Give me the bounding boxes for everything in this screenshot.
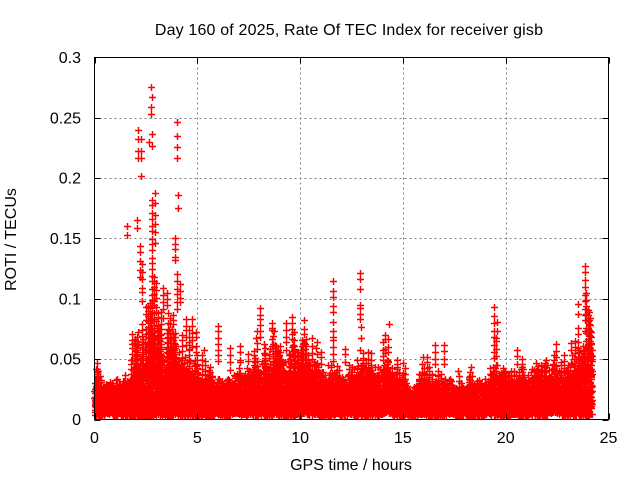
svg-text:0.25: 0.25 [50,110,81,127]
svg-text:20: 20 [497,430,515,447]
svg-text:0.1: 0.1 [59,291,81,308]
svg-text:5: 5 [193,430,202,447]
svg-text:0.15: 0.15 [50,231,81,248]
svg-text:0: 0 [90,430,99,447]
svg-text:10: 10 [291,430,309,447]
svg-text:25: 25 [600,430,618,447]
svg-text:0.3: 0.3 [59,50,81,67]
svg-text:15: 15 [394,430,412,447]
svg-text:ROTI / TECUs: ROTI / TECUs [3,188,20,291]
svg-text:GPS time / hours: GPS time / hours [290,457,412,474]
svg-text:0.05: 0.05 [50,352,81,369]
svg-text:0.2: 0.2 [59,171,81,188]
svg-text:0: 0 [72,412,81,429]
svg-text:Day 160 of 2025, Rate Of TEC I: Day 160 of 2025, Rate Of TEC Index for r… [155,22,543,39]
